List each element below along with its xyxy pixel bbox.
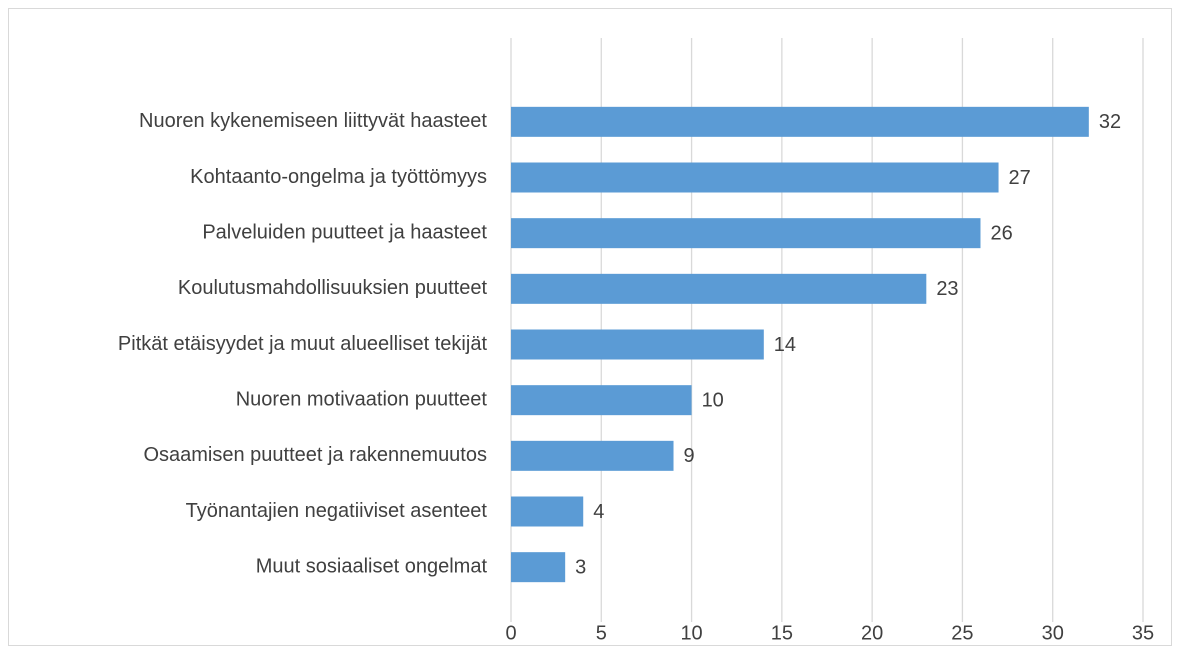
bar	[511, 329, 764, 360]
bar	[511, 218, 981, 249]
data-label: 3	[575, 556, 586, 578]
y-tick-label: Koulutusmahdollisuuksien puutteet	[178, 277, 488, 299]
bar	[511, 496, 584, 527]
data-label: 9	[684, 445, 695, 467]
bar	[511, 385, 692, 416]
chart-border	[8, 8, 1172, 646]
bar	[511, 273, 927, 304]
data-label: 27	[1009, 167, 1031, 189]
bar	[511, 106, 1089, 137]
y-tick-label: Pitkät etäisyydet ja muut alueelliset te…	[118, 333, 488, 355]
data-label: 10	[702, 389, 724, 411]
y-tick-label: Palveluiden puutteet ja haasteet	[202, 221, 487, 243]
x-tick-label: 10	[680, 622, 702, 644]
x-tick-label: 35	[1132, 622, 1154, 644]
x-tick-label: 0	[505, 622, 516, 644]
data-label: 14	[774, 334, 796, 356]
x-tick-label: 15	[771, 622, 793, 644]
y-tick-label: Osaamisen puutteet ja rakennemuutos	[143, 444, 487, 466]
y-tick-label: Kohtaanto-ongelma ja työttömyys	[190, 166, 487, 188]
x-tick-label: 25	[951, 622, 973, 644]
y-tick-label: Nuoren kykenemiseen liittyvät haasteet	[139, 110, 487, 132]
data-label: 32	[1099, 111, 1121, 133]
y-tick-label: Muut sosiaaliset ongelmat	[256, 555, 488, 577]
x-tick-label: 30	[1042, 622, 1064, 644]
bar	[511, 552, 566, 583]
bar	[511, 162, 999, 193]
x-tick-label: 20	[861, 622, 883, 644]
y-tick-label: Työnantajien negatiiviset asenteet	[186, 500, 488, 522]
bar	[511, 440, 674, 471]
data-label: 26	[990, 222, 1012, 244]
data-label: 4	[593, 501, 604, 523]
data-label: 23	[936, 278, 958, 300]
x-tick-label: 5	[596, 622, 607, 644]
y-tick-label: Nuoren motivaation puutteet	[236, 388, 488, 410]
